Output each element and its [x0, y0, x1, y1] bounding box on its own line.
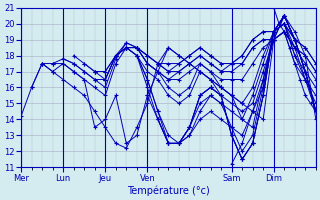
X-axis label: Température (°c): Température (°c) — [127, 185, 210, 196]
